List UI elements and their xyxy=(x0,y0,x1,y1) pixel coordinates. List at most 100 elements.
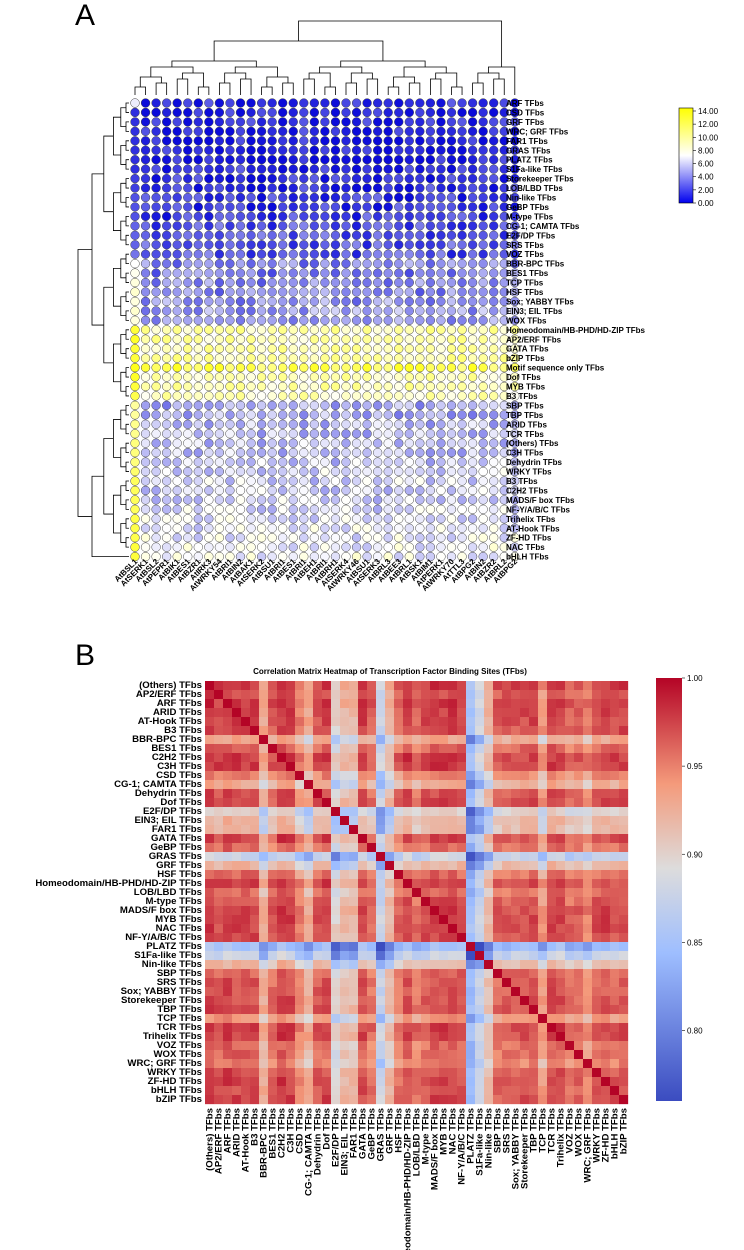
heatmap-cell xyxy=(268,915,278,925)
heatmap-cell xyxy=(277,834,287,844)
bubble xyxy=(499,268,509,278)
bubble xyxy=(394,277,404,288)
heatmap-cell xyxy=(304,699,314,709)
heatmap-cell xyxy=(574,942,584,952)
heatmap-cell xyxy=(403,888,413,898)
heatmap-cell xyxy=(547,906,557,916)
bubble xyxy=(373,514,383,524)
bubble xyxy=(362,334,372,344)
bubble xyxy=(425,429,436,439)
heatmap-cell xyxy=(214,726,224,736)
heatmap-cell xyxy=(619,1014,629,1024)
heatmap-cell xyxy=(466,1023,476,1033)
heatmap-cell xyxy=(430,933,440,943)
bubble xyxy=(478,419,488,429)
heatmap-cell xyxy=(250,807,260,817)
heatmap-cell xyxy=(592,1068,602,1078)
bubble xyxy=(130,419,140,429)
heatmap-cell xyxy=(583,996,593,1006)
heatmap-cell xyxy=(313,843,323,853)
bubble xyxy=(130,400,140,411)
bubble xyxy=(404,523,414,533)
heatmap-cell xyxy=(232,987,242,997)
heatmap-cell xyxy=(466,762,476,772)
heatmap-cell xyxy=(349,879,359,889)
bubble xyxy=(256,296,267,307)
bubble xyxy=(394,448,404,458)
bubble xyxy=(172,277,182,288)
heatmap-cell xyxy=(358,843,368,853)
bubble xyxy=(246,202,256,212)
heatmap-cell xyxy=(538,753,548,763)
heatmap-cell xyxy=(223,843,233,853)
dendrogram-branch xyxy=(303,78,315,95)
heatmap-cell xyxy=(502,879,512,889)
heatmap-cell xyxy=(331,924,341,934)
heatmap-column-label: TCR TFbs xyxy=(547,1108,558,1153)
bubble xyxy=(193,126,203,137)
heatmap-cell xyxy=(520,897,530,907)
bubble xyxy=(330,334,341,344)
heatmap-cell xyxy=(529,834,539,844)
dendrogram-branch xyxy=(103,438,114,515)
bubble xyxy=(341,448,351,458)
heatmap-cell xyxy=(250,834,260,844)
bubble xyxy=(330,400,341,411)
bubble xyxy=(404,466,414,477)
heatmap-cell xyxy=(376,1005,386,1015)
heatmap-cell xyxy=(250,906,260,916)
heatmap-cell xyxy=(304,762,314,772)
bubble xyxy=(415,362,425,373)
heatmap-cell xyxy=(376,852,386,862)
dendrogram-branch xyxy=(113,343,121,383)
heatmap-cell xyxy=(349,969,359,979)
heatmap-cell xyxy=(520,735,530,745)
bubble xyxy=(362,249,372,259)
heatmap-cell xyxy=(466,708,476,718)
heatmap-cell xyxy=(349,1014,359,1024)
bubble xyxy=(415,533,425,543)
bubble xyxy=(351,202,362,212)
heatmap-cell xyxy=(376,978,386,988)
heatmap-cell xyxy=(493,852,503,862)
heatmap-cell xyxy=(259,906,269,916)
heatmap-cell xyxy=(556,690,566,700)
heatmap-cell xyxy=(241,924,251,934)
heatmap-cell xyxy=(565,1041,575,1051)
bubble xyxy=(288,476,298,486)
heatmap-cell xyxy=(349,852,359,862)
heatmap-cell xyxy=(484,978,494,988)
heatmap-cell xyxy=(439,807,449,817)
bubble xyxy=(288,107,298,118)
bubble xyxy=(162,495,172,505)
bubble xyxy=(299,362,309,373)
heatmap-cell xyxy=(439,1014,449,1024)
heatmap-cell xyxy=(268,753,278,763)
heatmap-cell xyxy=(295,996,305,1006)
heatmap-cell xyxy=(385,717,395,727)
heatmap-cell xyxy=(592,843,602,853)
bubble xyxy=(288,202,298,212)
bubble xyxy=(499,381,509,392)
heatmap-cell xyxy=(502,915,512,925)
bubble xyxy=(172,136,182,146)
heatmap-cell xyxy=(277,681,287,691)
bubble xyxy=(499,533,509,543)
bubble xyxy=(383,315,393,326)
bubble xyxy=(489,230,499,240)
bubble xyxy=(193,400,203,411)
bubble xyxy=(446,523,457,533)
heatmap-cell xyxy=(313,861,323,871)
heatmap-cell xyxy=(358,1059,368,1069)
heatmap-cell xyxy=(520,690,530,700)
heatmap-cell xyxy=(232,825,242,835)
heatmap-cell xyxy=(367,1005,377,1015)
heatmap-cell xyxy=(331,969,341,979)
heatmap-cell xyxy=(259,915,269,925)
dendrogram-branch xyxy=(125,442,129,454)
bubble xyxy=(235,466,246,477)
heatmap-cell xyxy=(358,771,368,781)
bubble xyxy=(341,438,351,448)
heatmap-cell xyxy=(214,924,224,934)
heatmap-cell xyxy=(547,798,557,808)
